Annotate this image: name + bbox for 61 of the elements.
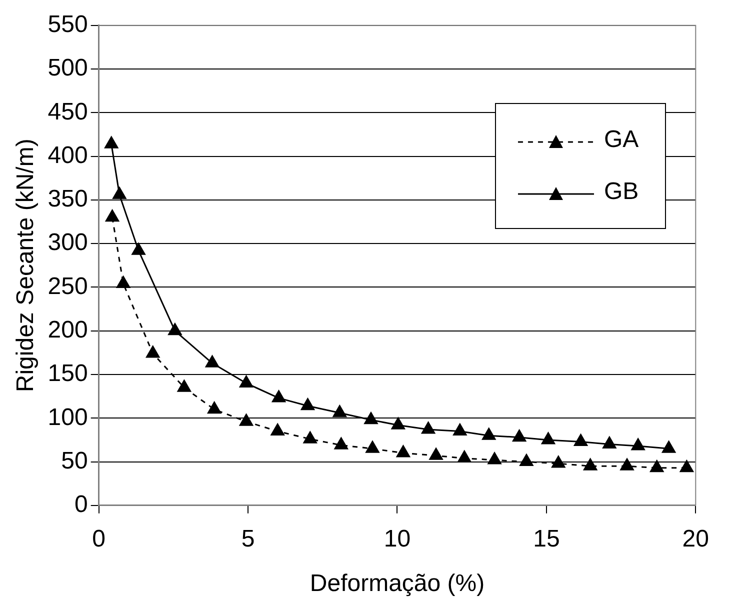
- y-tick-label: 300: [48, 229, 88, 256]
- point: [488, 452, 502, 464]
- point: [421, 422, 436, 434]
- point: [116, 276, 130, 288]
- y-tick-label: 50: [61, 447, 88, 474]
- point: [168, 323, 182, 336]
- point: [112, 186, 126, 199]
- point: [104, 136, 118, 148]
- point: [391, 417, 405, 430]
- y-tick-label: 150: [48, 360, 88, 388]
- point: [584, 458, 598, 470]
- x-tick-label: 0: [92, 525, 106, 552]
- y-tick-label: 0: [74, 491, 88, 518]
- point: [105, 210, 120, 222]
- x-tick-label: 5: [241, 525, 255, 552]
- point: [132, 242, 146, 255]
- point: [205, 355, 220, 368]
- point: [366, 440, 380, 453]
- legend-label: GA: [604, 126, 639, 154]
- y-tick-label: 450: [48, 98, 88, 126]
- y-tick-label: 100: [48, 404, 88, 431]
- point: [620, 458, 634, 470]
- point: [541, 432, 556, 444]
- point: [429, 448, 443, 460]
- point: [332, 405, 346, 418]
- point: [177, 380, 191, 392]
- y-tick-label: 550: [48, 11, 88, 38]
- y-tick-label: 400: [48, 142, 88, 169]
- y-axis-title: Rigidez Secante (kN/m): [12, 138, 40, 392]
- x-axis-title: Deformação (%): [310, 570, 485, 598]
- point: [650, 460, 664, 472]
- x-tick-label: 15: [533, 525, 560, 552]
- y-tick-label: 250: [48, 272, 88, 300]
- point: [334, 437, 348, 450]
- point: [631, 438, 645, 450]
- point: [574, 434, 588, 446]
- point: [208, 402, 222, 414]
- point: [239, 414, 254, 426]
- point: [239, 375, 254, 388]
- point: [272, 390, 286, 402]
- point: [270, 423, 284, 436]
- point: [453, 423, 467, 436]
- point: [482, 428, 496, 440]
- point: [303, 431, 317, 444]
- point: [396, 445, 410, 458]
- point: [146, 346, 160, 358]
- point: [300, 398, 315, 410]
- x-tick-label: 10: [384, 525, 411, 552]
- point: [364, 412, 378, 424]
- point: [680, 460, 694, 472]
- y-tick-label: 200: [48, 316, 88, 344]
- point: [552, 456, 566, 468]
- x-tick-label: 20: [682, 525, 710, 552]
- point: [520, 454, 534, 466]
- point: [602, 436, 616, 449]
- point: [458, 450, 472, 463]
- legend-label: GB: [604, 178, 639, 206]
- y-tick-label: 350: [48, 186, 88, 213]
- point: [512, 430, 526, 442]
- point: [662, 440, 676, 453]
- y-tick-label: 500: [48, 54, 88, 82]
